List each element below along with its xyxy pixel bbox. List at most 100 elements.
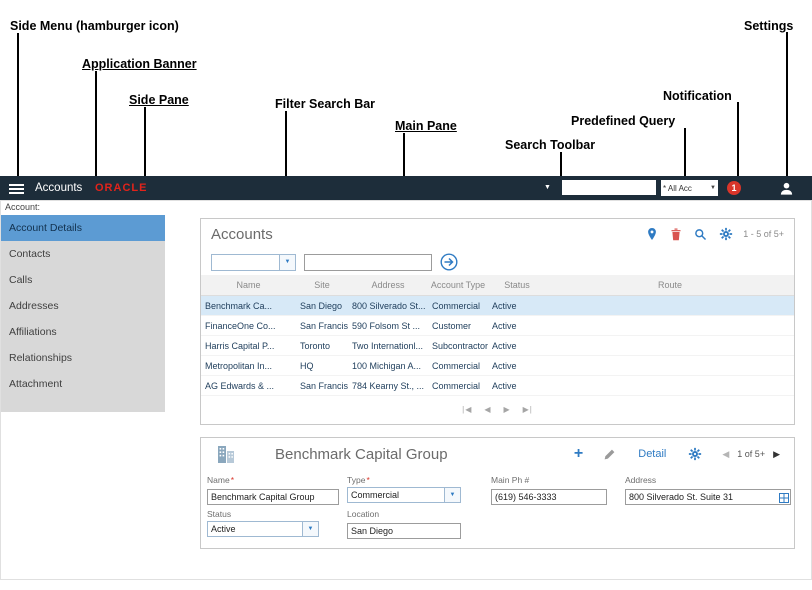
table-row[interactable]: Harris Capital P... Toronto Two Internat… [201, 335, 794, 356]
accounts-table: Name Site Address Account Type Status Ro… [201, 275, 794, 396]
cell-account-type: Commercial [428, 355, 488, 376]
sidebar-item-relationships[interactable]: Relationships [9, 352, 73, 364]
first-page-icon[interactable]: |◀ [462, 404, 473, 414]
type-label-text: Type [347, 475, 366, 485]
search-icon[interactable] [694, 228, 707, 241]
sidebar-item-contacts[interactable]: Contacts [9, 248, 51, 260]
name-label-text: Name [207, 475, 230, 485]
annotation-side-pane: Side Pane [129, 93, 189, 107]
annotation-notification: Notification [663, 89, 732, 103]
filter-field-select[interactable]: ▼ [211, 253, 296, 271]
detail-record-count: 1 of 5+ [737, 449, 766, 459]
list-title: Accounts [211, 225, 273, 243]
type-select[interactable]: Commercial ▼ [347, 487, 461, 503]
location-label: Location [347, 509, 461, 519]
cell-address: 784 Kearny St., ... [348, 375, 428, 396]
column-header-route[interactable]: Route [546, 275, 794, 296]
map-pin-icon[interactable] [646, 227, 658, 241]
notification-badge: 1 [731, 183, 737, 193]
account-detail-pane: Benchmark Capital Group + Detail [200, 437, 795, 549]
filter-go-button[interactable] [440, 253, 458, 271]
cell-address: 800 Silverado St... [348, 295, 428, 316]
cell-name: Metropolitan In... [201, 355, 296, 376]
add-record-button[interactable]: + [573, 445, 584, 462]
main-phone-label-text: Main Ph # [491, 475, 530, 485]
side-pane: Account Details Contacts Calls Addresses… [1, 215, 165, 412]
settings-user-icon[interactable] [779, 181, 794, 201]
status-select[interactable]: Active ▼ [207, 521, 319, 537]
column-header-site[interactable]: Site [296, 275, 348, 296]
sidebar-item-calls[interactable]: Calls [9, 274, 33, 286]
next-record-icon[interactable]: ▶ [773, 448, 780, 459]
detail-link[interactable]: Detail [638, 448, 667, 460]
detail-gear-icon[interactable] [688, 447, 702, 461]
filter-text-input[interactable] [304, 253, 432, 271]
cell-site: HQ [296, 355, 348, 376]
pagination-bar: |◀ ◀ ▶ ▶| [201, 399, 794, 419]
filter-search-bar: ▼ [201, 249, 794, 275]
delete-trash-icon[interactable] [670, 228, 682, 241]
cell-site: San Diego [296, 295, 348, 316]
sidebar-item-attachment[interactable]: Attachment [9, 378, 63, 390]
annotation-settings: Settings [744, 19, 794, 33]
field-status: Status Active ▼ [207, 509, 319, 537]
cell-name: Benchmark Ca... [201, 295, 296, 316]
address-picker-icon[interactable] [779, 490, 789, 508]
column-header-name[interactable]: Name [201, 275, 296, 296]
cell-site: Toronto [296, 335, 348, 356]
previous-page-icon[interactable]: ◀ [484, 404, 492, 414]
table-row[interactable]: Metropolitan In... HQ 100 Michigan A... … [201, 355, 794, 376]
app-title: Accounts [35, 182, 83, 194]
callout-line-notification [737, 102, 739, 179]
cell-name: AG Edwards & ... [201, 375, 296, 396]
annotation-application-banner: Application Banner [82, 57, 197, 71]
gear-icon[interactable] [719, 227, 733, 241]
notification-icon[interactable]: 1 [727, 181, 741, 195]
breadcrumb: Account: [5, 202, 41, 212]
address-label: Address [625, 475, 791, 485]
table-row[interactable]: AG Edwards & ... San Francisco 784 Kearn… [201, 375, 794, 396]
hamburger-menu-icon[interactable] [9, 184, 24, 186]
column-header-account-type[interactable]: Account Type [428, 275, 488, 296]
cell-address: Two Internationl... [348, 335, 428, 356]
cell-status: Active [488, 335, 546, 356]
cell-status: Active [488, 375, 546, 396]
required-marker: * [230, 475, 234, 485]
person-icon [780, 182, 793, 195]
status-label-text: Status [207, 509, 232, 519]
type-select-value: Commercial [351, 490, 400, 500]
required-marker: * [366, 475, 370, 485]
cell-route [546, 355, 794, 376]
predefined-query-dropdown[interactable]: * All Acc ▼ [661, 180, 718, 196]
last-page-icon[interactable]: ▶| [522, 404, 533, 414]
sidebar-item-affiliations[interactable]: Affiliations [9, 326, 57, 338]
search-toolbar-input[interactable] [562, 180, 656, 195]
table-row[interactable]: FinanceOne Co... San Francisco 590 Folso… [201, 315, 794, 336]
previous-record-icon[interactable]: ◀ [722, 448, 730, 459]
sidebar-item-addresses[interactable]: Addresses [9, 300, 59, 312]
edit-pencil-icon[interactable] [603, 448, 616, 461]
column-header-address[interactable]: Address [348, 275, 428, 296]
cell-route [546, 335, 794, 356]
location-input[interactable] [347, 523, 461, 539]
cell-status: Active [488, 355, 546, 376]
banner-chevron-down-icon[interactable]: ▼ [544, 184, 551, 191]
address-input[interactable] [625, 489, 791, 505]
name-input[interactable] [207, 489, 339, 505]
main-phone-input[interactable] [491, 489, 607, 505]
cell-name: FinanceOne Co... [201, 315, 296, 336]
list-header: Accounts [201, 219, 794, 249]
column-header-status[interactable]: Status [488, 275, 546, 296]
table-row[interactable]: Benchmark Ca... San Diego 800 Silverado … [201, 295, 794, 316]
cell-account-type: Commercial [428, 295, 488, 316]
sidebar-item-account-details[interactable]: Account Details [1, 215, 165, 241]
chevron-down-icon: ▼ [444, 488, 460, 502]
cell-account-type: Customer [428, 315, 488, 336]
cell-route [546, 295, 794, 316]
chevron-down-icon: ▼ [710, 185, 716, 191]
detail-header: Benchmark Capital Group + Detail [201, 438, 794, 470]
status-select-value: Active [211, 524, 236, 534]
chevron-down-icon: ▼ [279, 254, 295, 270]
next-page-icon[interactable]: ▶ [503, 404, 511, 414]
type-label: Type* [347, 475, 461, 485]
